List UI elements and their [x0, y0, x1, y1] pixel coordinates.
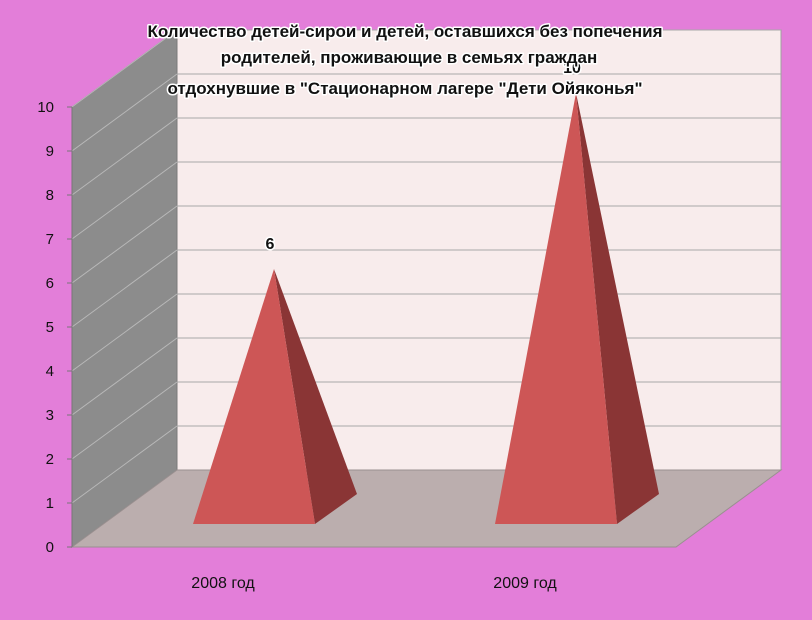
y-tick-label: 6 [46, 275, 54, 292]
gridline-side [71, 73, 178, 152]
chart-title-line-3: отдохнувшие в "Стационарном лагере "Дети… [167, 79, 642, 98]
y-axis: 0 1 2 3 4 5 6 7 8 9 10 [37, 99, 73, 556]
y-tick-label: 8 [46, 187, 54, 204]
y-tick-label: 10 [37, 99, 54, 116]
gridline-side [71, 293, 178, 372]
bar-side-face [274, 269, 357, 524]
gridline-side [71, 117, 178, 196]
bar [193, 269, 357, 524]
data-label: 10 [563, 60, 581, 77]
chart-title: Количество детей-сирои и детей, оставших… [146, 21, 664, 100]
y-tick-label: 4 [46, 363, 54, 380]
bar-side-face [576, 93, 659, 524]
gridline-side [71, 381, 178, 460]
chart-title-line-2: родителей, проживающие в семьях граждан [221, 48, 597, 67]
x-tick-label: 2008 год [191, 575, 255, 592]
y-tick-label: 9 [46, 143, 54, 160]
gridline-side [71, 161, 178, 240]
y-tick-label: 2 [46, 451, 54, 468]
y-tick-label: 5 [46, 319, 54, 336]
x-tick-label: 2009 год [493, 575, 557, 592]
y-tick-label: 3 [46, 407, 54, 424]
gridline-side [71, 205, 178, 284]
x-axis-labels: 2008 год 2009 год [191, 575, 557, 592]
floor [70, 469, 783, 548]
gridline-side [71, 425, 178, 504]
y-tick-label: 0 [46, 539, 54, 556]
y-tick-label: 1 [46, 495, 54, 512]
bars: 6 10 [193, 59, 659, 524]
gridline-side [71, 29, 178, 108]
data-label: 6 [266, 236, 275, 253]
y-tick-label: 7 [46, 231, 54, 248]
bar-front-face [193, 269, 315, 524]
bar [495, 93, 659, 524]
chart-title-line-1: Количество детей-сирои и детей, оставших… [147, 22, 662, 41]
gridline-side [71, 337, 178, 416]
gridline-side [71, 249, 178, 328]
bar-front-face [495, 93, 617, 524]
gridlines [71, 29, 781, 504]
plot-walls [70, 29, 783, 548]
